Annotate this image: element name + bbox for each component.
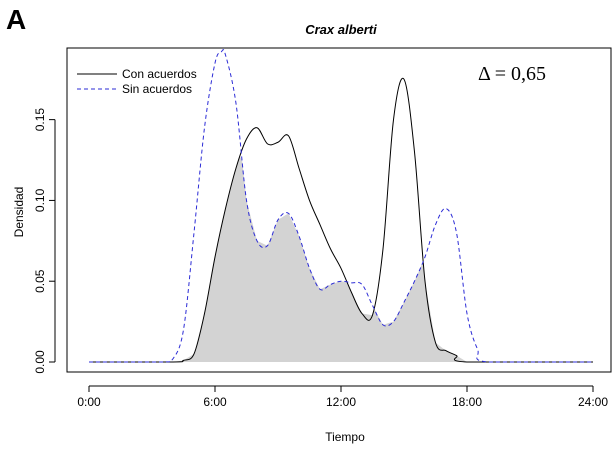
series-layer	[88, 49, 593, 363]
chart-title: Crax alberti	[305, 22, 377, 37]
series-line-con-acuerdos	[88, 77, 593, 363]
overlap-area-layer	[89, 156, 593, 362]
x-axis-label: Tiempo	[325, 430, 365, 444]
y-tick-label: 0.10	[33, 188, 47, 212]
axes-layer: 0:00 6:00 12:00 18:00 24:00 0.00 0.05 0.10 0.15	[33, 47, 612, 409]
x-tick-label: 18:00	[452, 395, 482, 409]
legend-label-con-acuerdos: Con acuerdos	[122, 67, 197, 81]
panel-letter: A	[6, 4, 27, 35]
plot-frame	[66, 47, 612, 373]
x-tick-label: 0:00	[77, 395, 101, 409]
y-tick-label: 0.05	[33, 269, 47, 293]
overlap-annotation: Δ = 0,65	[478, 63, 546, 85]
x-tick-label: 12:00	[326, 395, 356, 409]
y-axis-label: Densidad	[12, 187, 26, 238]
x-tick-label: 6:00	[203, 395, 227, 409]
series-line-sin-acuerdos	[88, 49, 593, 363]
y-tick-label: 0.15	[33, 108, 47, 132]
overlap-area	[89, 156, 593, 362]
y-tick-label: 0.00	[33, 350, 47, 374]
x-tick-label: 24:00	[578, 395, 608, 409]
legend-label-sin-acuerdos: Sin acuerdos	[122, 82, 192, 96]
